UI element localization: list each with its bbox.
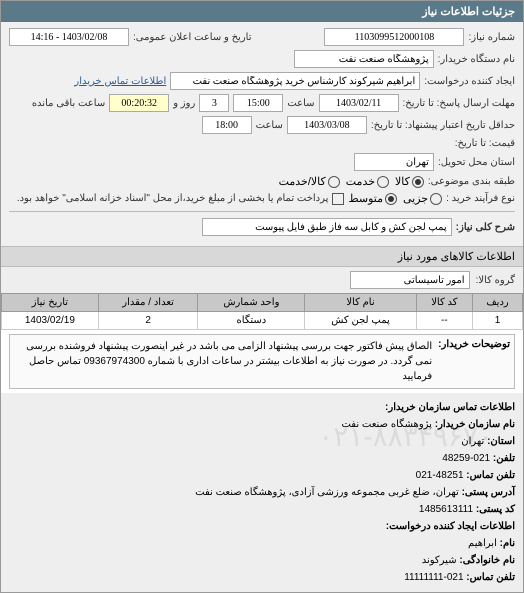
deadline-date-input[interactable]: [319, 94, 399, 112]
c-cphone-label: تلفن تماس:: [466, 572, 515, 583]
deadline-time-input[interactable]: [233, 94, 283, 112]
c-zip-label: کد پستی:: [476, 504, 515, 515]
c-fax-label: تلفن تماس:: [466, 470, 515, 481]
cell-4: 2: [98, 312, 198, 330]
desc-input[interactable]: [202, 218, 452, 236]
announce-label: تاریخ و ساعت اعلان عمومی:: [133, 32, 252, 43]
col-3: واحد شمارش: [198, 294, 305, 312]
c-phone: 021-48259: [442, 453, 490, 464]
table-row[interactable]: 1 -- پمپ لجن کش دستگاه 2 1403/02/19: [2, 312, 523, 330]
buyer-desc-box: توضیحات خریدار: الصاق پیش فاکتور جهت برر…: [9, 334, 515, 389]
req-no-input[interactable]: [324, 28, 464, 46]
contact-header: اطلاعات تماس سازمان خریدار:: [385, 402, 515, 413]
category-label: طبقه بندی موضوعی:: [428, 176, 515, 187]
radio-icon: [430, 193, 442, 205]
radio-icon: [377, 176, 389, 188]
deadline-label: مهلت ارسال پاسخ: تا تاریخ:: [403, 98, 515, 109]
cell-1: --: [416, 312, 473, 330]
pay-note: پرداخت تمام یا بخشی از مبلغ خرید،از محل …: [17, 193, 329, 204]
buyer-org-label: نام دستگاه خریدار:: [438, 54, 515, 65]
min-valid-time-input[interactable]: [202, 116, 252, 134]
group-row: گروه کالا:: [1, 267, 523, 293]
c-addr: تهران، ضلع غربی مجموعه ورزشی آزادی، پژوه…: [195, 487, 459, 498]
radio-icon: [328, 176, 340, 188]
process-label: نوع فرآیند خرید :: [446, 193, 515, 204]
creator-input[interactable]: [170, 72, 420, 90]
cat-goodservice-item[interactable]: کالا/خدمت: [279, 175, 340, 188]
announce-input[interactable]: [9, 28, 129, 46]
radio-icon: [412, 176, 424, 188]
remain-suffix: ساعت باقی مانده: [32, 98, 105, 109]
c-family-label: نام خانوادگی:: [459, 555, 515, 566]
category-radios: کالا خدمت کالا/خدمت: [279, 175, 424, 188]
col-1: کد کالا: [416, 294, 473, 312]
req-no-label: شماره نیاز:: [468, 32, 515, 43]
time-label-2: ساعت: [256, 120, 283, 131]
page-root: جزئیات اطلاعات نیاز شماره نیاز: تاریخ و …: [0, 0, 524, 593]
min-valid-date-input[interactable]: [287, 116, 367, 134]
items-header: اطلاعات کالاهای مورد نیاز: [1, 246, 523, 267]
delivery-city-input[interactable]: [354, 153, 434, 171]
buyer-desc-label: توضیحات خریدار:: [438, 339, 510, 384]
form-area: شماره نیاز: تاریخ و ساعت اعلان عمومی: نا…: [1, 22, 523, 246]
proc-partial-item[interactable]: جزیی: [403, 192, 442, 205]
buyer-org-input[interactable]: [294, 50, 434, 68]
c-family: شیرکوند: [422, 555, 457, 566]
price-label: قیمت: تا تاریخ:: [455, 138, 515, 149]
c-cphone: 021-11111111: [404, 572, 463, 583]
creator-header: اطلاعات ایجاد کننده درخواست:: [386, 521, 515, 532]
c-fax: 48251-021: [416, 470, 464, 481]
col-0: ردیف: [473, 294, 523, 312]
cell-5: 1403/02/19: [2, 312, 99, 330]
items-table: ردیف کد کالا نام کالا واحد شمارش تعداد /…: [1, 293, 523, 330]
pay-checkbox[interactable]: [332, 193, 344, 205]
c-zip: 1485613111: [419, 504, 473, 515]
col-2: نام کالا: [305, 294, 416, 312]
min-valid-label: حداقل تاریخ اعتبار پیشنهاد: تا تاریخ:: [371, 120, 515, 131]
creator-label: ایجاد کننده درخواست:: [424, 76, 515, 87]
days-word: روز و: [173, 98, 195, 109]
col-5: تاریخ نیاز: [2, 294, 99, 312]
days-remain-input[interactable]: [199, 94, 229, 112]
main-header: جزئیات اطلاعات نیاز: [1, 1, 523, 22]
c-prov: تهران: [461, 436, 484, 447]
proc-medium-item[interactable]: متوسط: [348, 192, 397, 205]
c-org: پژوهشگاه صنعت نفت: [341, 419, 432, 430]
time-label-1: ساعت: [287, 98, 314, 109]
c-phone-label: تلفن:: [493, 453, 515, 464]
cell-2: پمپ لجن کش: [305, 312, 416, 330]
buyer-desc-text: الصاق پیش فاکتور جهت بررسی پیشنهاد الزام…: [14, 339, 432, 384]
process-radios: جزیی متوسط: [348, 192, 442, 205]
radio-icon: [385, 193, 397, 205]
desc-label: شرح کلی نیاز:: [456, 222, 515, 233]
c-name-label: نام:: [500, 538, 515, 549]
cat-goods-item[interactable]: کالا: [395, 175, 424, 188]
c-addr-label: آدرس پستی:: [462, 487, 515, 498]
cell-0: 1: [473, 312, 523, 330]
contact-section: اطلاعات تماس سازمان خریدار: نام سازمان خ…: [1, 393, 523, 592]
col-4: تعداد / مقدار: [98, 294, 198, 312]
c-prov-label: استان:: [487, 436, 515, 447]
c-name: ابراهیم: [468, 538, 497, 549]
c-org-label: نام سازمان خریدار:: [435, 419, 515, 430]
group-label: گروه کالا:: [476, 275, 515, 286]
delivery-place-label: استان محل تحویل:: [438, 157, 515, 168]
cell-3: دستگاه: [198, 312, 305, 330]
group-input[interactable]: [350, 271, 470, 289]
buyer-contact-link[interactable]: اطلاعات تماس خریدار: [74, 76, 166, 87]
cat-service-item[interactable]: خدمت: [346, 175, 389, 188]
remain-time-input: [109, 94, 169, 112]
